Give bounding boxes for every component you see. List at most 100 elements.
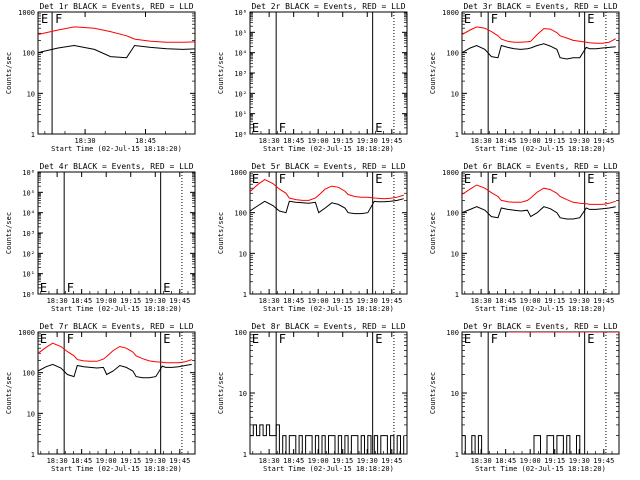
event-marker: F xyxy=(67,332,74,346)
y-tick-label: 10⁰ xyxy=(234,131,247,139)
event-marker: E xyxy=(587,172,594,186)
y-tick-label: 1000 xyxy=(18,9,35,17)
x-tick-label: 19:30 xyxy=(357,457,378,465)
y-axis-label: Counts/sec xyxy=(5,52,13,94)
y-tick-label: 10⁰ xyxy=(22,291,35,299)
x-tick-label: 19:15 xyxy=(120,297,141,305)
plot-frame xyxy=(37,171,196,295)
series-line-events xyxy=(38,363,192,379)
plot-frame xyxy=(461,11,620,135)
plot-frame xyxy=(37,11,196,135)
x-tick-label: 18:45 xyxy=(495,297,516,305)
plot-frame xyxy=(249,11,408,135)
y-tick-label: 100 xyxy=(234,329,247,337)
y-tick-label: 1 xyxy=(455,291,459,299)
y-tick-label: 10 xyxy=(27,410,35,418)
x-tick-label: 19:00 xyxy=(520,137,541,145)
y-axis-label: Counts/sec xyxy=(217,372,225,414)
event-marker: E xyxy=(252,121,259,135)
panel-3: Det 3r BLACK = Events, RED = LLD 1 10 100 10… xyxy=(429,2,620,153)
y-tick-label: 10² xyxy=(22,250,35,258)
series-line-lld xyxy=(250,179,404,201)
x-tick-label: 18:30 xyxy=(471,297,492,305)
y-axis-label: Counts/sec xyxy=(429,52,437,94)
event-marker: E xyxy=(252,332,259,346)
y-tick-label: 100 xyxy=(446,50,459,58)
x-tick-label: 19:30 xyxy=(357,137,378,145)
event-marker: F xyxy=(279,172,286,186)
x-tick-label: 19:00 xyxy=(308,137,329,145)
x-tick-label: 19:30 xyxy=(569,137,590,145)
y-axis-label: Counts/sec xyxy=(217,212,225,254)
panel-7: Det 7r BLACK = Events, RED = LLD 1 10 100 10… xyxy=(5,322,196,473)
plot-frame xyxy=(461,171,620,295)
panel-1: Det 1r BLACK = Events, RED = LLD 1 10 100 10… xyxy=(5,2,196,153)
event-marker: E xyxy=(464,332,471,346)
event-marker: E xyxy=(464,12,471,26)
y-tick-label: 10 xyxy=(451,390,459,398)
x-axis-label: Start Time (02-Jul-15 18:18:20) xyxy=(475,465,606,473)
event-marker: E xyxy=(375,332,382,346)
y-tick-label: 10 xyxy=(239,390,247,398)
y-tick-label: 10³ xyxy=(234,70,247,78)
x-tick-label: 18:45 xyxy=(495,457,516,465)
x-tick-label: 18:45 xyxy=(283,457,304,465)
x-tick-label: 19:45 xyxy=(381,137,402,145)
event-marker: F xyxy=(55,12,62,26)
y-tick-label: 1 xyxy=(31,451,35,459)
event-marker: E xyxy=(587,332,594,346)
x-tick-label: 19:15 xyxy=(332,137,353,145)
y-tick-label: 10⁵ xyxy=(234,29,247,37)
y-tick-label: 100 xyxy=(446,329,459,337)
panel-title: Det 2r BLACK = Events, RED = LLD xyxy=(251,2,405,11)
x-axis-label: Start Time (02-Jul-15 18:18:20) xyxy=(51,145,182,153)
y-tick-label: 10⁶ xyxy=(22,169,35,177)
x-tick-label: 18:30 xyxy=(47,297,68,305)
x-tick-label: 18:30 xyxy=(259,457,280,465)
x-tick-label: 19:15 xyxy=(120,457,141,465)
y-tick-label: 1000 xyxy=(18,329,35,337)
x-tick-label: 19:15 xyxy=(332,457,353,465)
x-tick-label: 19:30 xyxy=(357,297,378,305)
y-tick-label: 100 xyxy=(234,210,247,218)
y-tick-label: 1000 xyxy=(442,169,459,177)
x-tick-label: 18:30 xyxy=(471,137,492,145)
series-line-events xyxy=(462,206,616,220)
y-tick-label: 10⁶ xyxy=(234,9,247,17)
x-tick-label: 19:00 xyxy=(520,297,541,305)
series-line-lld xyxy=(38,342,192,364)
panel-title: Det 6r BLACK = Events, RED = LLD xyxy=(463,162,617,171)
x-axis-label: Start Time (02-Jul-15 18:18:20) xyxy=(475,305,606,313)
event-marker: F xyxy=(67,281,74,295)
x-axis-label: Start Time (02-Jul-15 18:18:20) xyxy=(51,465,182,473)
event-marker: F xyxy=(491,332,498,346)
panel-title: Det 8r BLACK = Events, RED = LLD xyxy=(251,322,405,331)
panel-8: Det 8r BLACK = Events, RED = LLD 1 10 100 18… xyxy=(217,322,408,473)
x-tick-label: 19:00 xyxy=(308,457,329,465)
panel-title: Det 7r BLACK = Events, RED = LLD xyxy=(39,322,193,331)
x-tick-label: 19:15 xyxy=(544,137,565,145)
event-marker: E xyxy=(375,172,382,186)
plot-frame xyxy=(249,171,408,295)
y-axis-label: Counts/sec xyxy=(429,212,437,254)
panel-title: Det 5r BLACK = Events, RED = LLD xyxy=(251,162,405,171)
y-tick-label: 100 xyxy=(446,210,459,218)
x-tick-label: 18:30 xyxy=(259,297,280,305)
event-marker: F xyxy=(279,332,286,346)
x-tick-label: 19:45 xyxy=(381,457,402,465)
x-tick-label: 19:30 xyxy=(145,457,166,465)
panel-6: Det 6r BLACK = Events, RED = LLD 1 10 100 10… xyxy=(429,162,620,313)
x-tick-label: 19:30 xyxy=(145,297,166,305)
y-tick-label: 10⁵ xyxy=(22,189,35,197)
x-tick-label: 18:45 xyxy=(495,137,516,145)
y-tick-label: 10 xyxy=(239,250,247,258)
y-tick-label: 10³ xyxy=(22,230,35,238)
y-tick-label: 1 xyxy=(243,291,247,299)
panel-title: Det 9r BLACK = Events, RED = LLD xyxy=(463,322,617,331)
y-tick-label: 10⁴ xyxy=(234,50,247,58)
x-tick-label: 19:45 xyxy=(593,457,614,465)
panel-2: Det 2r BLACK = Events, RED = LLD 10⁰ 10¹ 10… xyxy=(217,2,408,153)
panel-9: Det 9r BLACK = Events, RED = LLD 1 10 100 18… xyxy=(429,322,620,473)
